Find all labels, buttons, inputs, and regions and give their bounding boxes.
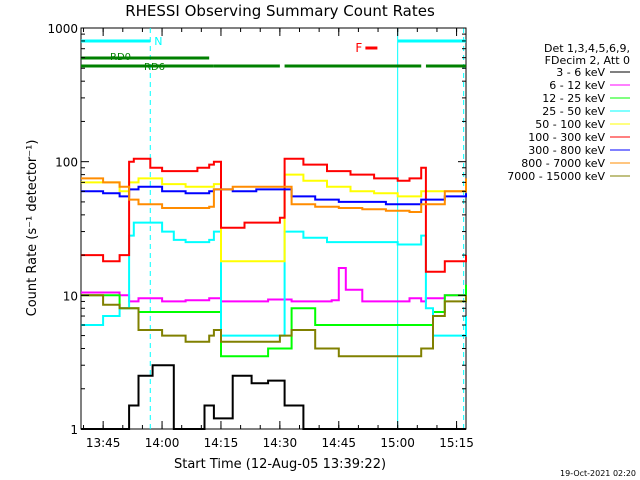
legend-entry-label: 25 - 50 keV [542,105,605,118]
legend-header: FDecim 2, Att 0 [545,54,630,67]
y-tick-label: 10 [63,289,78,303]
x-tick-label: 15:15 [439,436,474,450]
x-tick-label: 15:00 [380,436,415,450]
series-line [81,364,466,430]
series-line [81,185,467,206]
flare-label: F [355,41,362,55]
decimation-label: RD6 [144,62,165,73]
legend-entry-label: 800 - 7000 keV [521,157,605,170]
night-bar-label: N [154,35,162,48]
y-tick-label: 1 [70,423,78,437]
x-tick-label: 14:30 [263,436,298,450]
legend-header: Det 1,3,4,5,6,9, [544,42,630,55]
legend-entry-label: 6 - 12 keV [549,79,605,92]
x-tick-label: 13:45 [86,436,121,450]
legend-entry-label: 50 - 100 keV [535,118,605,131]
legend-entry-label: 12 - 25 keV [542,92,605,105]
legend-entry-label: 7000 - 15000 keV [507,170,605,183]
plot-frame [80,27,467,430]
x-tick-label: 14:45 [321,436,356,450]
decimation-label: RD0 [110,52,131,63]
y-tick-label: 1000 [47,22,78,36]
series-line [81,267,467,303]
y-tick-label: 100 [55,156,78,170]
x-tick-label: 14:15 [204,436,239,450]
footer-timestamp: 19-Oct-2021 02:20 [560,469,636,478]
series-line [81,221,467,337]
legend-entry-label: 300 - 800 keV [528,144,605,157]
series-line [81,173,467,263]
legend-entry-label: 100 - 300 keV [528,131,605,144]
x-axis-label: Start Time (12-Aug-05 13:39:22) [174,457,386,472]
series-line [81,157,467,273]
x-tick-label: 14:00 [145,436,180,450]
series-line [81,177,467,213]
legend-entry-label: 3 - 6 keV [556,66,605,79]
series-line [81,294,467,358]
chart-title: RHESSI Observing Summary Count Rates [125,2,435,20]
y-axis-label: Count Rate (s⁻¹ detector⁻¹) [25,140,40,317]
